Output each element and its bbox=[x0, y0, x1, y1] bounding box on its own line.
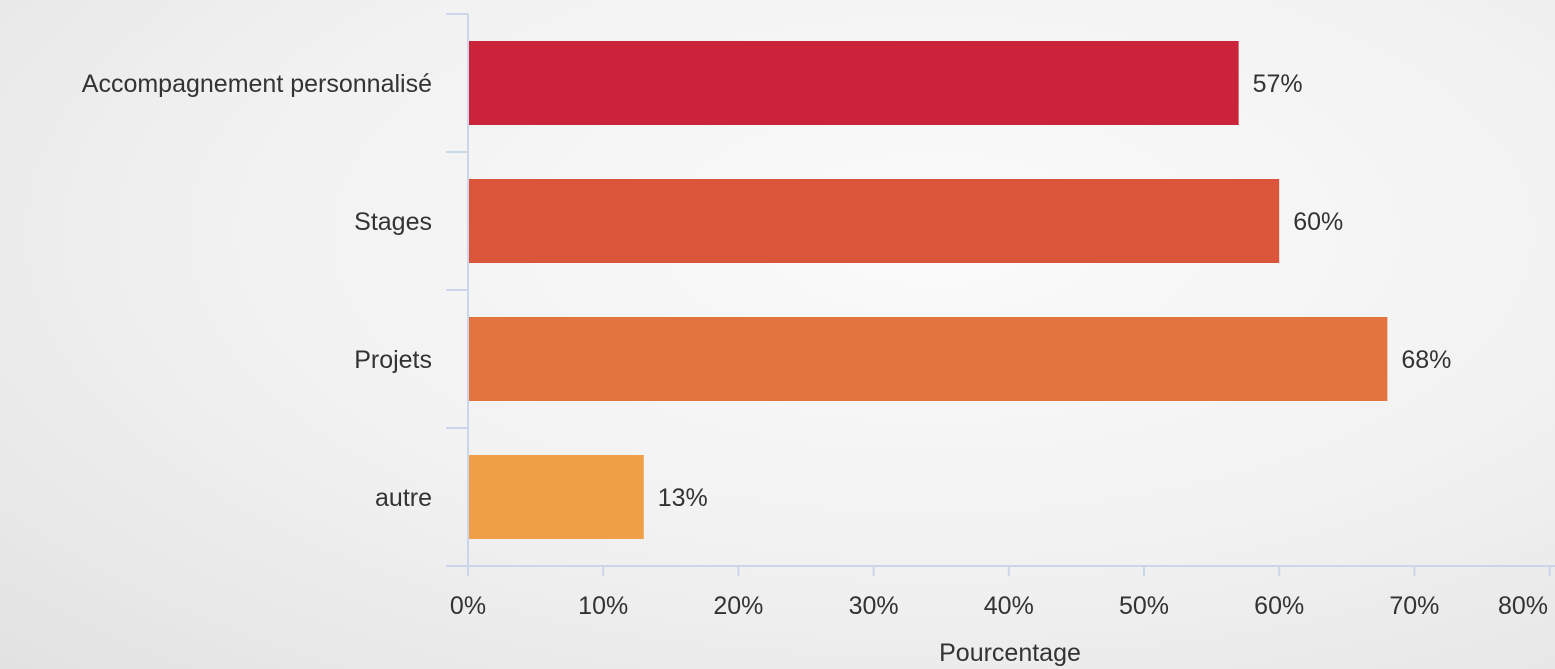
x-tick-label: 20% bbox=[713, 592, 763, 620]
x-tick-label: 50% bbox=[1119, 592, 1169, 620]
category-labels: Accompagnement personnalisé Stages Projets… bbox=[82, 70, 432, 512]
value-label: 68% bbox=[1401, 346, 1451, 374]
x-tick-label: 70% bbox=[1389, 592, 1439, 620]
x-tick-label: 0% bbox=[450, 592, 486, 620]
x-tick-label: 40% bbox=[984, 592, 1034, 620]
value-label: 57% bbox=[1253, 70, 1303, 98]
bar-1[interactable] bbox=[469, 41, 1239, 125]
category-label: Stages bbox=[354, 208, 432, 236]
x-tick-label: 80% bbox=[1498, 592, 1548, 620]
bar-4[interactable] bbox=[469, 455, 644, 539]
x-axis-title: Pourcentage bbox=[939, 639, 1081, 667]
x-axis-ticks: 0% 10% 20% 30% 40% 50% 60% 70% 80% bbox=[450, 566, 1551, 620]
bar-3[interactable] bbox=[469, 317, 1388, 401]
x-tick-label: 60% bbox=[1254, 592, 1304, 620]
value-label: 60% bbox=[1293, 208, 1343, 236]
chart-axes bbox=[446, 13, 1555, 567]
category-label: Projets bbox=[354, 346, 432, 374]
category-label: autre bbox=[375, 484, 432, 512]
bars-group bbox=[469, 41, 1388, 539]
category-label: Accompagnement personnalisé bbox=[82, 70, 432, 98]
x-tick-label: 30% bbox=[849, 592, 899, 620]
value-label: 13% bbox=[658, 484, 708, 512]
value-labels: 57% 60% 68% 13% bbox=[658, 70, 1452, 512]
x-tick-label: 10% bbox=[578, 592, 628, 620]
bar-2[interactable] bbox=[469, 179, 1280, 263]
